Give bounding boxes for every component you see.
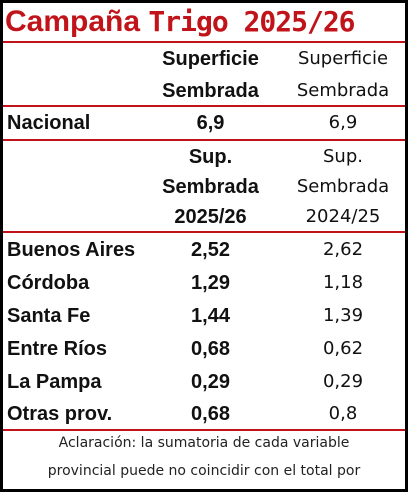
title-divider — [3, 41, 405, 43]
header2-col1-line3: 2025/26 — [174, 206, 247, 228]
province-value-2025: 0,68 — [191, 403, 230, 425]
row-label-province: Entre Ríos — [7, 338, 108, 360]
header1-col1-line1: Superficie — [162, 48, 259, 70]
province-value-2024: 0,8 — [328, 403, 358, 424]
divider-national-top — [3, 105, 405, 107]
divider-provinces-top — [3, 231, 405, 233]
note-line-1: Aclaración: la sumatoria de cada variabl… — [58, 435, 350, 451]
header1-col1-line2: Sembrada — [162, 80, 259, 102]
header2-col1-line2: Sembrada — [162, 176, 259, 198]
province-value-2025: 1,29 — [191, 272, 230, 294]
row-label-province: Córdoba — [7, 272, 90, 294]
page-title: Campaña Trigo 2025/26 — [5, 5, 405, 39]
divider-note-top — [3, 429, 405, 431]
header2-col2-line2: Sembrada — [296, 176, 390, 197]
national-value-2024: 6,9 — [328, 112, 358, 133]
province-value-2025: 2,52 — [191, 239, 230, 261]
divider-national-bottom — [3, 139, 405, 141]
header1-col2-line2: Sembrada — [296, 80, 390, 101]
row-label-province: La Pampa — [7, 371, 102, 393]
province-value-2025: 0,68 — [191, 338, 230, 360]
row-label-national: Nacional — [7, 112, 91, 134]
province-value-2025: 1,44 — [191, 305, 230, 327]
province-value-2024: 1,39 — [322, 305, 364, 326]
national-value-2025: 6,9 — [196, 112, 225, 134]
province-value-2024: 0,29 — [322, 371, 364, 392]
row-label-province: Buenos Aires — [7, 239, 136, 261]
title-crop-season: Trigo 2025/26 — [148, 5, 355, 38]
title-campaign: Campaña — [5, 5, 141, 38]
province-value-2024: 2,62 — [322, 239, 364, 260]
header2-col2-line3: 2024/25 — [305, 206, 381, 227]
row-label-province: Otras prov. — [7, 403, 113, 425]
header2-col1-line1: Sup. — [188, 146, 233, 168]
row-label-province: Santa Fe — [7, 305, 91, 327]
note-line-2: provincial puede no coincidir con el tot… — [47, 463, 361, 479]
header1-col2-line1: Superficie — [297, 48, 389, 69]
province-value-2025: 0,29 — [191, 371, 230, 393]
header2-col2-line1: Sup. — [323, 146, 363, 167]
province-value-2024: 1,18 — [322, 272, 364, 293]
province-value-2024: 0,62 — [322, 338, 364, 359]
